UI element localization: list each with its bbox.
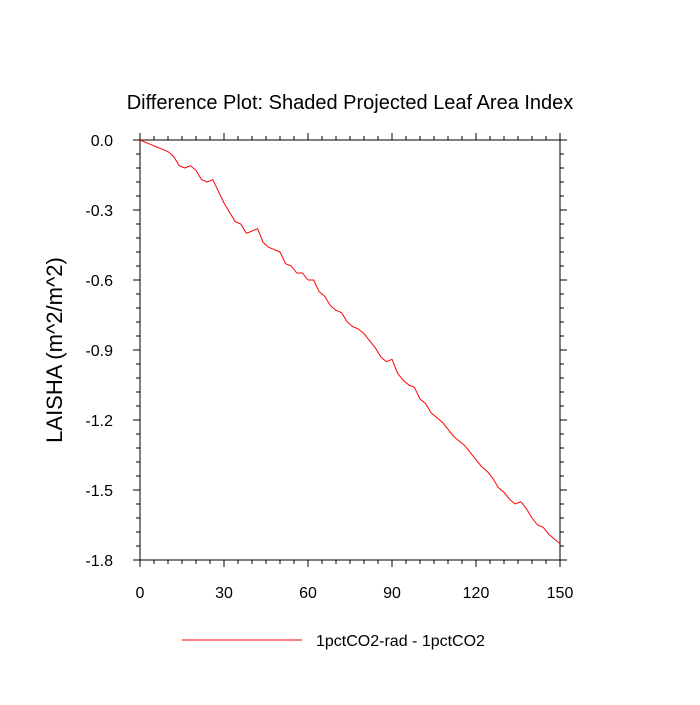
series-line [139,139,561,545]
legend: 1pctCO2-rad - 1pctCO2 [182,633,485,650]
y-axis-label: LAISHA (m^2/m^2) [42,257,67,443]
y-tick-label: 0.0 [91,133,113,150]
chart-title: Difference Plot: Shaded Projected Leaf A… [127,92,574,114]
y-tick-label: -1.2 [85,413,113,430]
y-tick-label: -1.8 [85,553,113,570]
x-tick-label: 90 [383,585,401,602]
y-tick-label: -0.3 [85,203,113,220]
y-tick-label: -0.9 [85,343,113,360]
x-tick-label: 150 [547,585,574,602]
y-tick-label: -0.6 [85,273,113,290]
y-tick-label: -1.5 [85,483,113,500]
x-tick-label: 0 [136,585,145,602]
x-tick-label: 120 [463,585,490,602]
legend-label: 1pctCO2-rad - 1pctCO2 [316,633,485,650]
plot-frame [139,139,561,561]
plot-area: 0 30 60 90 120 150 0.0 -0.3 -0.6 -0.9 -1.2 -1.5 -1.8 [85,133,573,602]
x-tick-label: 60 [299,585,317,602]
x-tick-label: 30 [215,585,233,602]
